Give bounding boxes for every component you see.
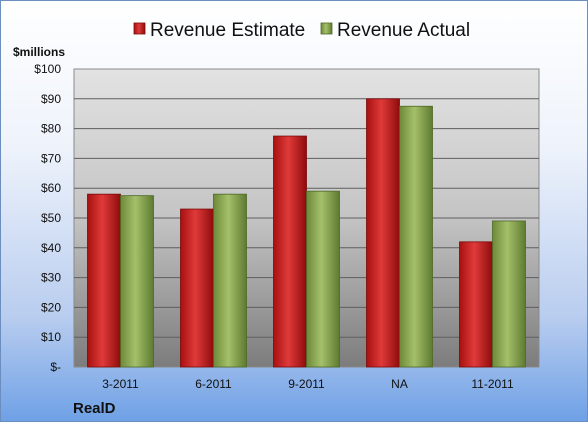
y-tick-label: $70: [41, 151, 61, 165]
legend: Revenue Estimate Revenue Actual: [133, 20, 470, 41]
bar-actual: [399, 105, 433, 368]
legend-swatch-actual: [320, 22, 333, 35]
x-axis-ticks: 3-2011 6-2011 9-2011 NA 11-2011: [102, 377, 514, 391]
y-tick-label: $60: [41, 181, 61, 195]
y-tick-label: $-: [50, 360, 61, 374]
y-tick-label: $20: [41, 300, 61, 314]
x-tick-label: 9-2011: [288, 377, 325, 391]
legend-swatch-estimate: [133, 22, 146, 35]
legend-label-estimate: Revenue Estimate: [150, 20, 305, 41]
y-axis-ticks: $- $10 $20 $30 $40 $50 $60 $70 $80 $90 $100: [34, 62, 61, 374]
y-tick-label: $50: [41, 211, 61, 225]
bar-actual: [213, 193, 247, 368]
bar-estimate: [180, 208, 214, 368]
y-tick-label: $40: [41, 241, 61, 255]
y-tick-label: $80: [41, 122, 61, 136]
bar-estimate: [87, 193, 121, 368]
legend-label-actual: Revenue Actual: [337, 20, 470, 41]
company-name: RealD: [73, 400, 116, 417]
bars: [87, 98, 526, 368]
x-tick-label: 11-2011: [471, 377, 514, 391]
y-tick-label: $30: [41, 271, 61, 285]
bar-actual: [306, 190, 340, 368]
bar-actual: [492, 220, 526, 368]
x-tick-label: NA: [391, 377, 408, 391]
y-tick-label: $100: [34, 62, 61, 76]
x-tick-label: 3-2011: [102, 377, 139, 391]
bar-actual: [120, 195, 154, 368]
x-tick-label: 6-2011: [195, 377, 232, 391]
y-tick-label: $10: [41, 330, 61, 344]
bar-estimate: [459, 241, 493, 368]
y-tick-label: $90: [41, 92, 61, 106]
bar-estimate: [273, 135, 307, 368]
bar-estimate: [366, 98, 400, 368]
y-axis-unit-label: $millions: [13, 45, 65, 59]
